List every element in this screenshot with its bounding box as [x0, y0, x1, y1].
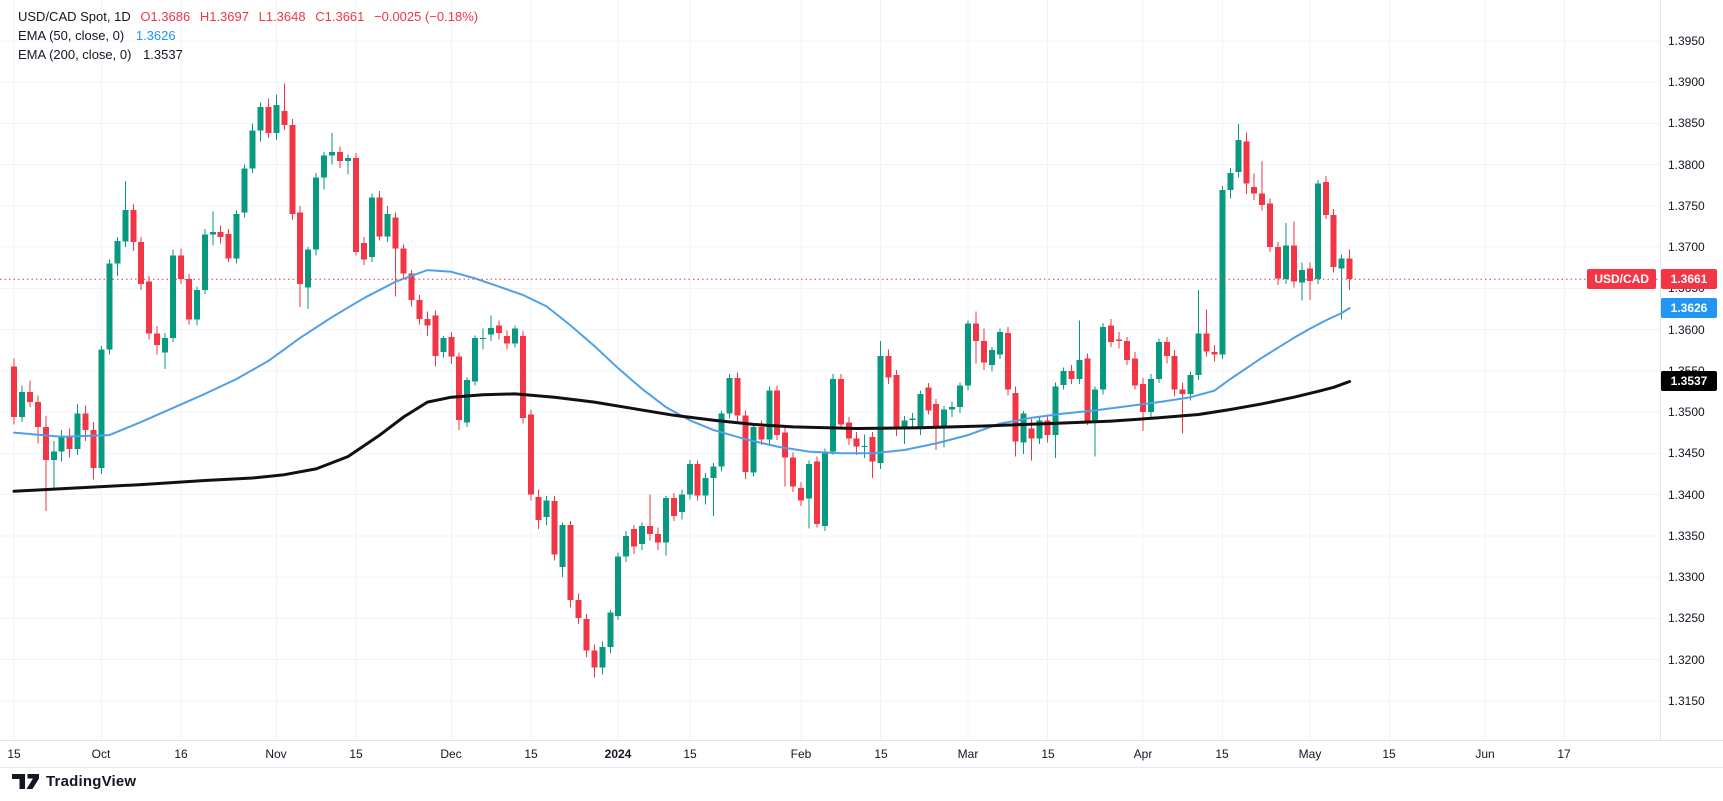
- price-tick-label: 1.3350: [1668, 529, 1705, 543]
- price-tick-label: 1.3400: [1668, 488, 1705, 502]
- ema50-value: 1.3626: [135, 28, 176, 43]
- legend-symbol-row[interactable]: USD/CAD Spot, 1D O1.3686 H1.3697 L1.3648…: [18, 8, 478, 26]
- symbol-title: USD/CAD Spot, 1D: [18, 9, 131, 24]
- tradingview-logo-text: TradingView: [46, 773, 137, 790]
- price-tick-label: 1.3700: [1668, 240, 1705, 254]
- price-tick-label: 1.3200: [1668, 653, 1705, 667]
- ema50-price-badge: 1.3626: [1661, 298, 1717, 318]
- price-tick-label: 1.3750: [1668, 199, 1705, 213]
- time-tick-label: Feb: [790, 747, 812, 761]
- ema200-value: 1.3537: [143, 47, 183, 62]
- ohlc-high: H1.3697: [199, 9, 249, 24]
- time-tick-label: May: [1298, 747, 1322, 761]
- time-tick-label: 2024: [604, 747, 632, 761]
- ema200-price-badge: 1.3537: [1661, 371, 1717, 391]
- time-tick-label: 15: [683, 747, 697, 761]
- time-axis[interactable]: 15 Oct 16 Nov 15 Dec 15 2024 15 Feb 15 Mar 15 Apr 15 Ma…: [0, 741, 1723, 767]
- legend: USD/CAD Spot, 1D O1.3686 H1.3697 L1.3648…: [18, 8, 478, 65]
- ohlc-close: C1.3661: [315, 9, 365, 24]
- price-tick-label: 1.3900: [1668, 75, 1705, 89]
- price-tick-label: 1.3800: [1668, 158, 1705, 172]
- price-axis-divider: [1660, 0, 1661, 740]
- tradingview-logo-icon: [12, 773, 39, 789]
- time-tick-label: Oct: [91, 747, 111, 761]
- time-tick-label: 15: [1382, 747, 1396, 761]
- time-tick-label: 17: [1557, 747, 1571, 761]
- time-tick-label: Mar: [957, 747, 979, 761]
- price-tick-label: 1.3300: [1668, 570, 1705, 584]
- price-tick-label: 1.3150: [1668, 694, 1705, 708]
- tradingview-logo[interactable]: TradingView: [12, 773, 136, 790]
- time-tick-label: Jun: [1475, 747, 1495, 761]
- ema200-label: EMA (200, close, 0): [18, 47, 132, 62]
- legend-ema200-row[interactable]: EMA (200, close, 0) 1.3537: [18, 46, 478, 64]
- time-tick-label: 15: [349, 747, 363, 761]
- ohlc-low: L1.3648: [258, 9, 306, 24]
- price-tick-label: 1.3850: [1668, 116, 1705, 130]
- time-tick-label: Apr: [1133, 747, 1153, 761]
- time-tick-label: 15: [1215, 747, 1229, 761]
- price-change: −0.0025 (−0.18%): [374, 9, 479, 24]
- time-tick-label: Nov: [265, 747, 287, 761]
- time-tick-label: 16: [174, 747, 188, 761]
- ohlc-open: O1.3686: [140, 9, 191, 24]
- time-tick-label: 15: [874, 747, 888, 761]
- legend-ema50-row[interactable]: EMA (50, close, 0) 1.3626: [18, 27, 478, 45]
- last-price-badge: 1.3661: [1661, 269, 1717, 289]
- last-price-symbol-badge: USD/CAD: [1587, 269, 1656, 289]
- price-tick-label: 1.3450: [1668, 446, 1705, 460]
- ema50-label: EMA (50, close, 0): [18, 28, 125, 43]
- time-tick-label: 15: [7, 747, 21, 761]
- time-tick-label: 15: [524, 747, 538, 761]
- time-tick-label: 15: [1041, 747, 1055, 761]
- price-axis[interactable]: 1.3950 1.3900 1.3850 1.3800 1.3750 1.3700 1.36…: [1660, 0, 1723, 740]
- widget-bottom-border: [0, 767, 1723, 768]
- price-tick-label: 1.3500: [1668, 405, 1705, 419]
- time-tick-label: Dec: [440, 747, 462, 761]
- time-axis-divider: [0, 740, 1723, 741]
- price-tick-label: 1.3250: [1668, 611, 1705, 625]
- price-tick-label: 1.3950: [1668, 34, 1705, 48]
- price-tick-label: 1.3600: [1668, 323, 1705, 337]
